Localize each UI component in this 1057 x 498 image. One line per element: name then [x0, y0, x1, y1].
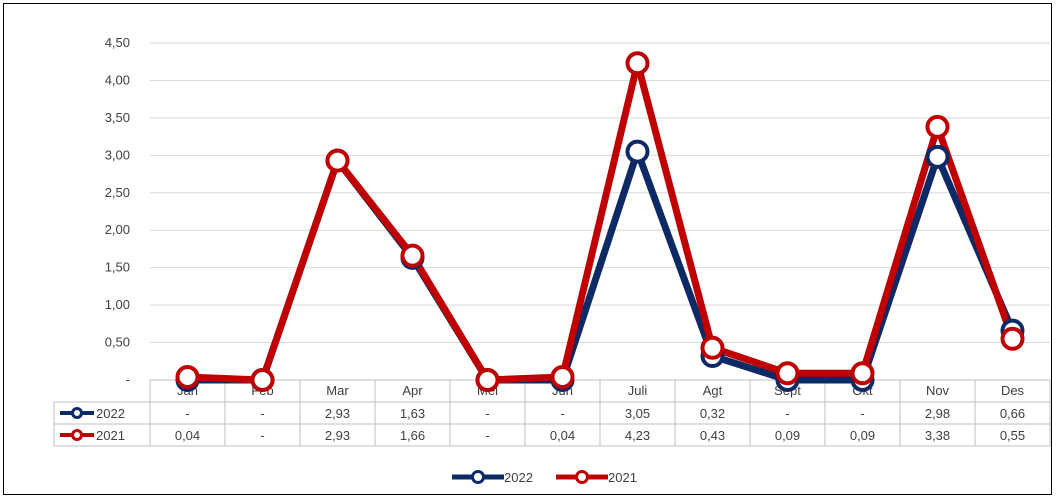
- table-cell: 0,43: [700, 428, 725, 443]
- line-chart: -0,501,001,502,002,503,003,504,004,50 Ja…: [53, 35, 1051, 485]
- y-axis-ticks: - 0,50 1,00 1,50 2,00 2,50 3,00 3,50 4,00 4,50: [105, 35, 130, 387]
- category-label: Agt: [703, 383, 723, 398]
- data-point-2021: [775, 361, 800, 386]
- table-cell: 3,38: [925, 428, 950, 443]
- table-cell: 0,04: [550, 428, 575, 443]
- table-cell: 0,09: [775, 428, 800, 443]
- category-label: Des: [1001, 383, 1025, 398]
- table-cell: -: [485, 406, 489, 421]
- y-tick-label: 4,00: [105, 72, 130, 87]
- y-tick-label: 1,50: [105, 260, 130, 275]
- table-cell: -: [260, 406, 264, 421]
- table-cell: -: [560, 406, 564, 421]
- data-point-2021: [250, 368, 275, 392]
- table-cell: 2,93: [325, 406, 350, 421]
- table-cell: 0,32: [700, 406, 725, 421]
- y-tick-label: 3,00: [105, 147, 130, 162]
- table-cell: 2,93: [325, 428, 350, 443]
- category-label: Apr: [402, 383, 423, 398]
- data-point-2021: [925, 114, 950, 139]
- data-point-2021: [1000, 326, 1025, 351]
- legend-label: 2022: [504, 470, 533, 485]
- data-point-2022: [925, 144, 950, 169]
- series-lines: [175, 51, 1025, 392]
- chart-frame: -0,501,001,502,002,503,003,504,004,50 Ja…: [3, 3, 1052, 495]
- category-label: Mar: [326, 383, 349, 398]
- table-cell: 4,23: [625, 428, 650, 443]
- data-point-2021: [550, 365, 575, 390]
- legend: 2022 2021: [452, 470, 637, 485]
- y-tick-label: 2,00: [105, 222, 130, 237]
- series-label: 2021: [96, 428, 125, 443]
- table-cell: -: [260, 428, 264, 443]
- category-label: Juli: [628, 383, 648, 398]
- series-key-marker: [71, 407, 83, 419]
- data-point-2021: [850, 361, 875, 386]
- data-point-2021: [700, 335, 725, 360]
- legend-marker: [575, 470, 589, 484]
- legend-label: 2021: [608, 470, 637, 485]
- legend-marker: [471, 470, 485, 484]
- table-cell: 0,66: [1000, 406, 1025, 421]
- table-cell: 1,63: [400, 406, 425, 421]
- series-label: 2022: [96, 406, 125, 421]
- data-point-2021: [400, 243, 425, 268]
- category-label: Nov: [926, 383, 950, 398]
- y-tick-label: 4,50: [105, 35, 130, 50]
- y-tick-label: 3,50: [105, 110, 130, 125]
- table-cell: 1,66: [400, 428, 425, 443]
- series-key-marker: [71, 429, 83, 441]
- table-cell: 3,05: [625, 406, 650, 421]
- table-cell: -: [185, 406, 189, 421]
- series-line-2022: [184, 148, 1016, 384]
- table-cell: 0,55: [1000, 428, 1025, 443]
- data-point-2021: [475, 368, 500, 392]
- y-tick-label: 1,00: [105, 297, 130, 312]
- data-point-2021: [625, 51, 650, 76]
- y-tick-label: 2,50: [105, 185, 130, 200]
- data-point-2022: [625, 139, 650, 164]
- data-table: JanFebMarAprMeiJunJuliAgtSeptOktNovDes20…: [53, 379, 1051, 447]
- y-tick-label: 0,50: [105, 335, 130, 350]
- series-line-2021: [184, 59, 1016, 384]
- data-point-2021: [175, 365, 200, 390]
- y-tick-label: -: [126, 372, 130, 387]
- table-cell: 0,09: [850, 428, 875, 443]
- table-cell: -: [485, 428, 489, 443]
- table-cell: -: [785, 406, 789, 421]
- data-point-2021: [325, 148, 350, 173]
- table-cell: -: [860, 406, 864, 421]
- table-cell: 2,98: [925, 406, 950, 421]
- table-cell: 0,04: [175, 428, 200, 443]
